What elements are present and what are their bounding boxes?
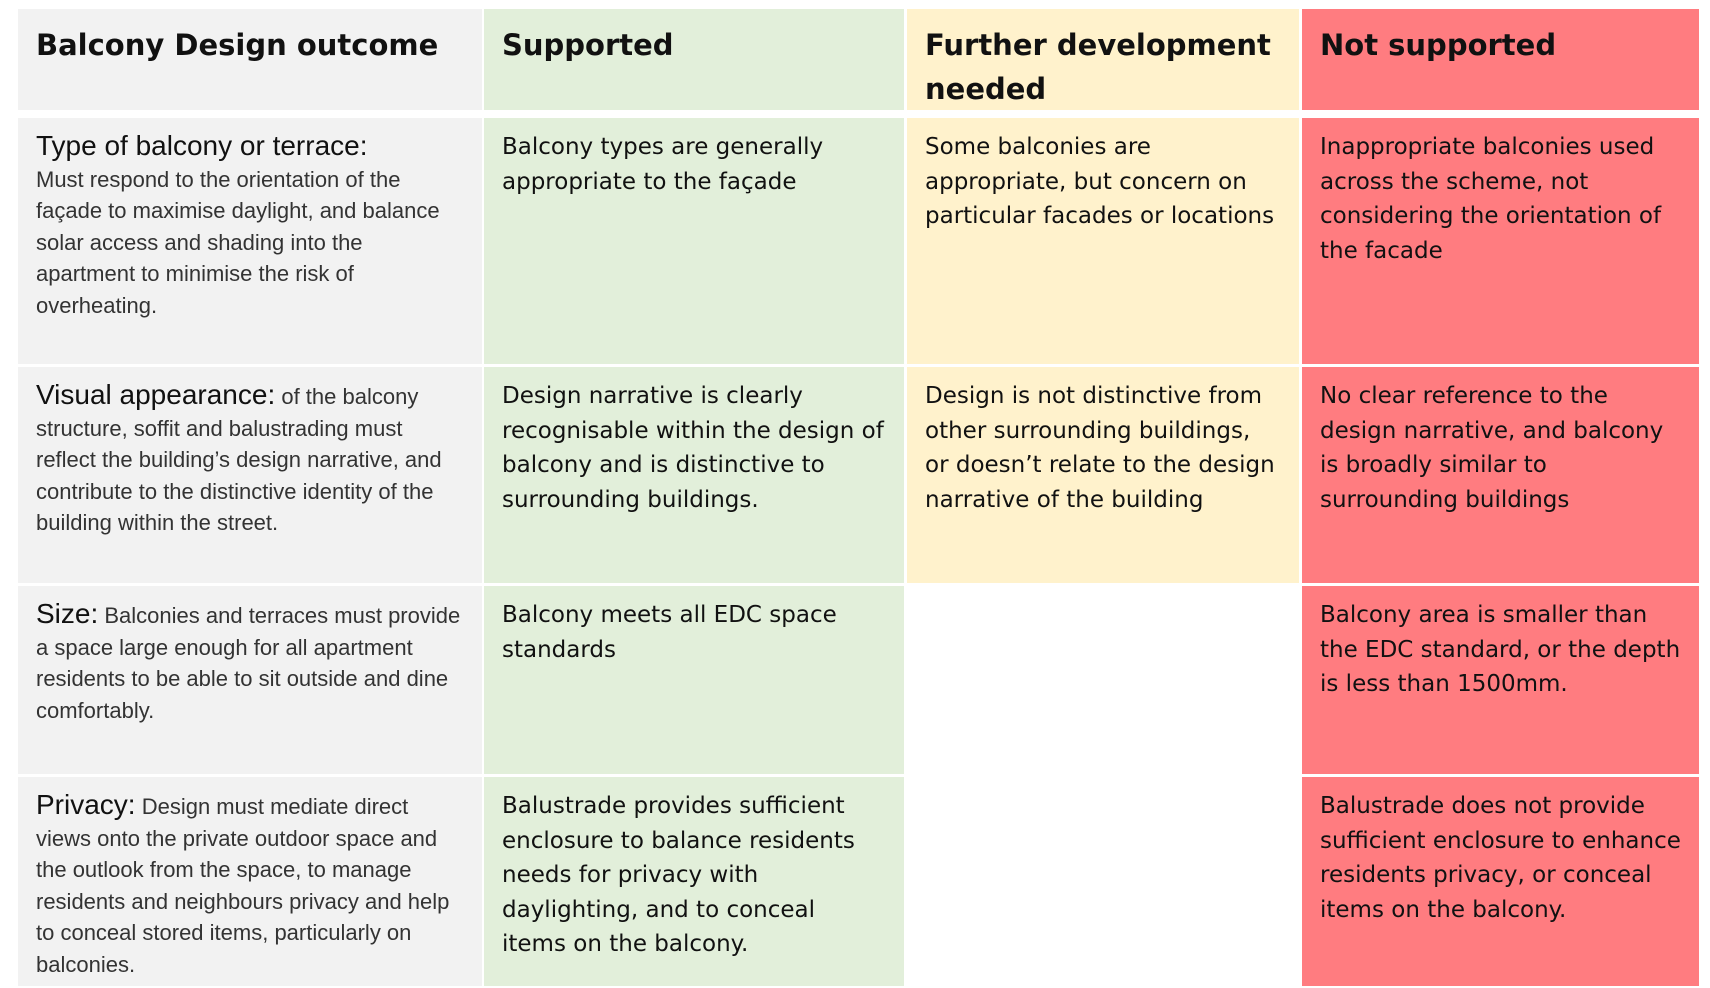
header-cell: Supported (484, 9, 904, 110)
outcome-description: Must respond to the orientation of the f… (36, 166, 440, 318)
assessment-cell: No clear reference to the design narrati… (1302, 367, 1699, 583)
assessment-cell: Balcony meets all EDC space standards (484, 586, 904, 774)
assessment-cell: Inappropriate balconies used across the … (1302, 118, 1699, 364)
header-cell: Further development needed (907, 9, 1299, 110)
assessment-cell (907, 777, 1299, 986)
outcome-title: Type of balcony or terrace: (36, 130, 368, 161)
outcome-cell: Visual appearance: of the balcony struct… (18, 367, 482, 583)
outcome-cell: Type of balcony or terrace: Must respond … (18, 118, 482, 364)
outcome-cell: Privacy: Design must mediate direct view… (18, 777, 482, 986)
outcome-title: Visual appearance: (36, 379, 276, 410)
header-cell: Not supported (1302, 9, 1699, 110)
outcome-cell: Size: Balconies and terraces must provid… (18, 586, 482, 774)
outcome-description: Design must mediate direct views onto th… (36, 794, 450, 977)
assessment-cell: Design is not distinctive from other sur… (907, 367, 1299, 583)
assessment-cell: Balcony area is smaller than the EDC sta… (1302, 586, 1699, 774)
assessment-cell: Balustrade does not provide sufficient e… (1302, 777, 1699, 986)
outcome-title: Privacy: (36, 789, 136, 820)
outcome-description: of the balcony structure, soffit and bal… (36, 384, 442, 535)
outcome-description: Balconies and terraces must provide a sp… (36, 603, 461, 723)
assessment-cell (907, 586, 1299, 774)
assessment-cell: Balustrade provides sufficient enclosure… (484, 777, 904, 986)
assessment-cell: Design narrative is clearly recognisable… (484, 367, 904, 583)
header-cell: Balcony Design outcome (18, 9, 482, 110)
assessment-cell: Some balconies are appropriate, but conc… (907, 118, 1299, 364)
assessment-cell: Balcony types are generally appropriate … (484, 118, 904, 364)
outcome-title: Size: (36, 598, 99, 629)
